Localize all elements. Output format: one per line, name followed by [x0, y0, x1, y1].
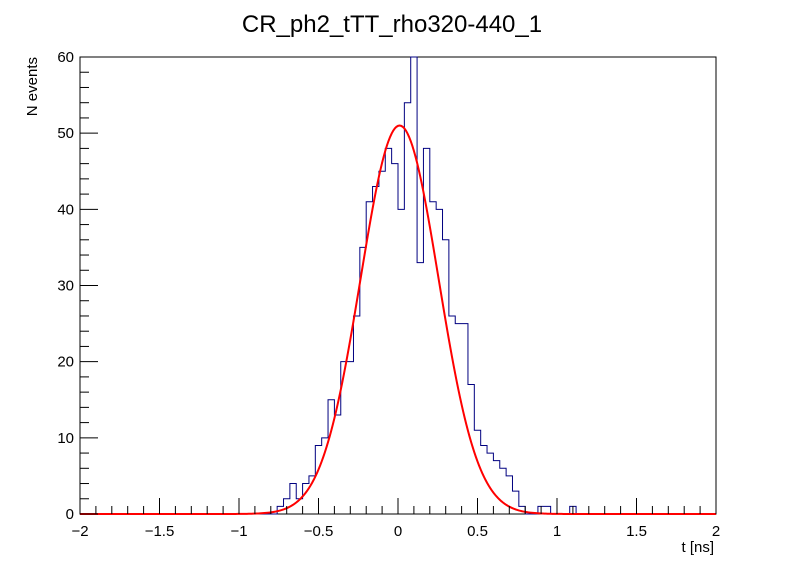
x-tick-label: 2: [712, 523, 720, 540]
y-tick-label: 10: [57, 430, 74, 447]
fit-curve-layer: [80, 124, 716, 515]
x-tick-label: −0.5: [304, 523, 334, 540]
y-tick-label: 60: [57, 49, 74, 66]
gaussian-fit-curve: [80, 124, 716, 515]
x-tick-label: 0: [394, 523, 402, 540]
x-tick-label: −1.5: [145, 523, 175, 540]
y-axis-title: N events: [24, 57, 41, 116]
x-tick-label: −2: [71, 523, 88, 540]
y-tick-label: 50: [57, 125, 74, 142]
chart-title: CR_ph2_tTT_rho320-440_1: [242, 11, 542, 38]
x-axis: −2 −1.5 −1 −0.5 0 0.5 1 1.5 2: [71, 498, 720, 540]
x-tick-label: 0.5: [467, 523, 488, 540]
y-tick-label: 40: [57, 201, 74, 218]
y-tick-label: 0: [66, 506, 74, 523]
x-axis-title: t [ns]: [681, 539, 714, 556]
y-tick-label: 20: [57, 354, 74, 371]
x-tick-label: 1.5: [626, 523, 647, 540]
y-tick-label: 30: [57, 278, 74, 295]
x-tick-label: −1: [230, 523, 247, 540]
x-tick-label: 1: [553, 523, 561, 540]
y-axis: 0 10 20 30 40 50 60: [57, 49, 98, 523]
